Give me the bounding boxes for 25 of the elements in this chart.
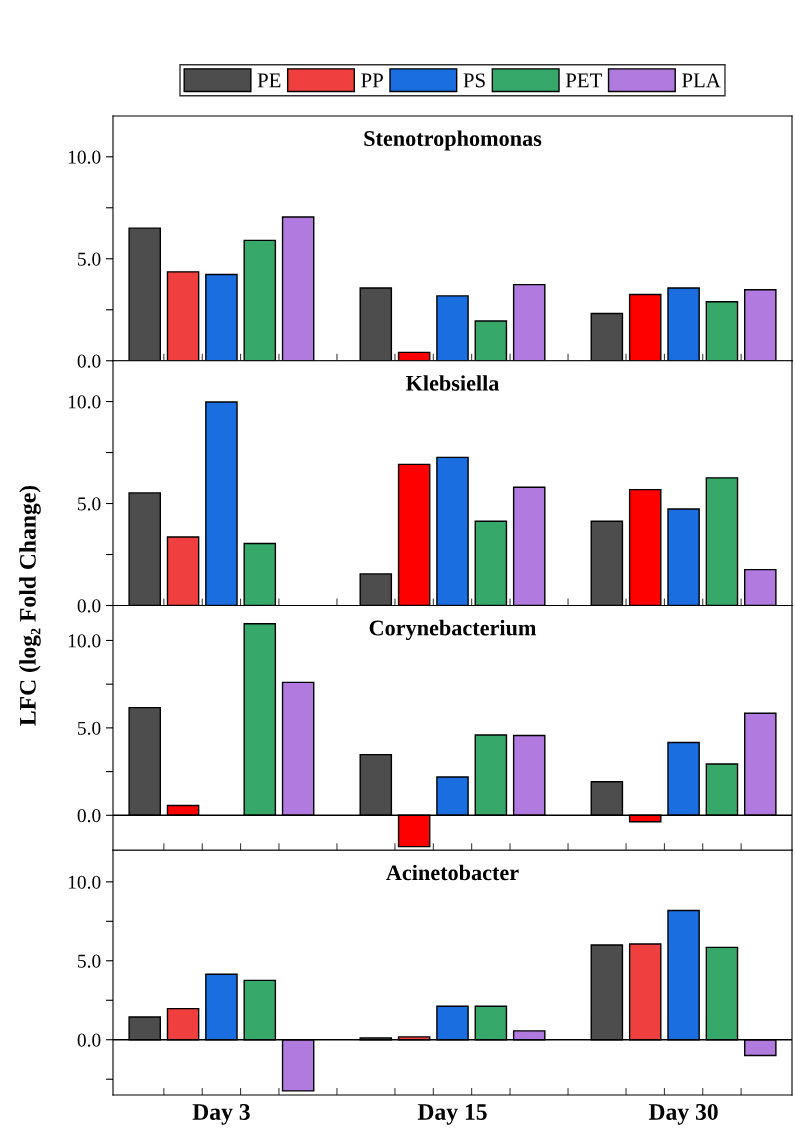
legend-label: PE	[257, 73, 281, 88]
legend-label: PET	[565, 73, 602, 88]
y-tick-label: 0.0	[77, 1033, 101, 1047]
x-tick-label: Day 15	[417, 1104, 487, 1125]
legend-label: PP	[361, 73, 383, 88]
x-tick-label: Day 30	[648, 1103, 718, 1125]
legend-label: PLA	[682, 73, 721, 88]
legend-label: PS	[463, 73, 485, 88]
y-tick-label: 5.0	[78, 954, 101, 968]
y-tick-label: 10.0	[68, 875, 101, 889]
text: Klebsiella	[405, 375, 500, 391]
y-tick-label: 10.0	[68, 634, 101, 648]
y-tick-label: 5.0	[78, 252, 101, 266]
y-tick-label: 0.0	[77, 809, 101, 823]
y-tick-label: 10.0	[68, 395, 101, 409]
y-axis-title: LFC (log₂ Fold Change)	[19, 485, 41, 726]
x-tick-label: Day 3	[192, 1104, 250, 1125]
y-tick-label: 5.0	[78, 721, 101, 735]
y-tick-label: 5.0	[78, 497, 101, 511]
chart-title: Acinetobacter	[386, 864, 519, 881]
text: Stenotrophomonas	[364, 130, 542, 151]
y-tick-label: 0.0	[77, 354, 101, 368]
y-tick-label: 10.0	[68, 150, 101, 164]
text: Corynebacterium	[369, 619, 537, 641]
y-tick-label: 0.0	[77, 599, 101, 613]
